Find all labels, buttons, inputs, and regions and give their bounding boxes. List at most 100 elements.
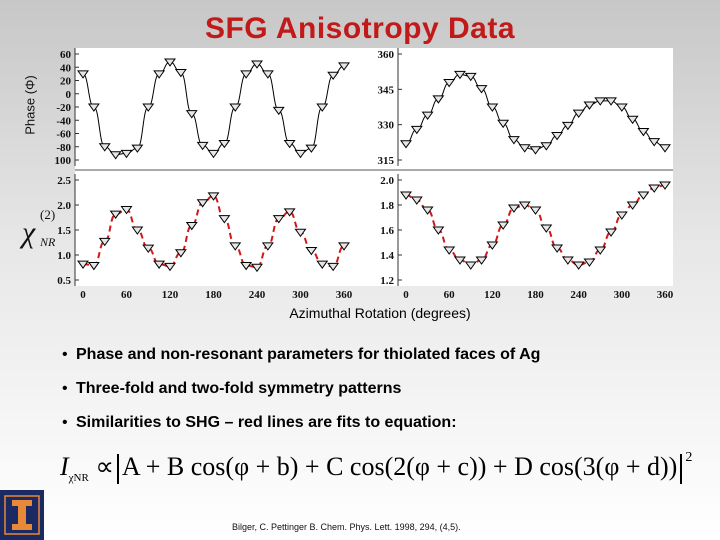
data-point-triangle [497, 119, 510, 129]
data-point-triangle [421, 206, 434, 215]
data-point-triangle [518, 144, 531, 153]
data-point-triangle [421, 111, 434, 121]
x-tick-label: 240 [249, 289, 266, 301]
data-point-triangle [240, 70, 253, 79]
data-point-triangle [283, 208, 296, 217]
data-point-triangle [131, 144, 144, 153]
x-tick-label: 360 [657, 289, 674, 301]
data-point-triangle [572, 109, 585, 118]
y-tick-label: 345 [378, 84, 395, 96]
data-point-triangle [486, 103, 499, 112]
data-point-triangle [218, 215, 231, 224]
data-point-triangle [648, 184, 661, 193]
bullet-dot-icon: • [62, 380, 68, 397]
bullet-item: • Similarities to SHG – red lines are fit… [62, 414, 540, 448]
data-point-triangle [261, 242, 274, 251]
data-point-triangle [518, 201, 531, 210]
equation-lhs: I [60, 452, 69, 481]
x-tick-label: 240 [570, 289, 587, 301]
data-point-triangle [529, 146, 542, 155]
data-point-triangle [443, 79, 456, 88]
data-point-triangle [400, 140, 412, 149]
data-point-triangle [400, 191, 412, 200]
x-axis-label: Azimuthal Rotation (degrees) [289, 305, 471, 321]
data-point-triangle [605, 228, 618, 237]
equation-lhs-subscript: χNR [68, 472, 89, 484]
data-point-triangle [98, 237, 111, 247]
data-point-triangle [120, 206, 133, 215]
data-point-triangle [507, 204, 520, 213]
university-logo-icon [0, 490, 44, 540]
y-tick-label: 330 [378, 120, 395, 132]
plot-background [75, 48, 673, 286]
anisotropy-plots: 6040200-20-40-60-801003603453303152.52.0… [55, 48, 674, 301]
data-point-triangle [185, 221, 198, 231]
data-point-triangle [605, 97, 618, 106]
y-tick-label: 2.0 [380, 175, 394, 187]
data-point-triangle [164, 58, 176, 67]
y-tick-label: 2.0 [57, 200, 71, 212]
data-point-triangle [316, 260, 329, 269]
bullet-item: • Phase and non-resonant parameters for t… [62, 346, 540, 380]
y-tick-label: 20 [60, 76, 72, 88]
bullet-text: Phase and non-resonant parameters for th… [76, 346, 541, 363]
data-point-triangle [142, 244, 155, 254]
equation-proportional: ∝ [95, 452, 114, 481]
data-point-triangle [185, 110, 198, 119]
equation-power: 2 [685, 450, 693, 465]
data-point-triangle [240, 261, 253, 271]
data-point-triangle [443, 246, 456, 255]
y-tick-label: -80 [56, 142, 71, 154]
x-tick-label: 360 [336, 289, 353, 301]
data-point-triangle [529, 206, 542, 215]
data-point-triangle [283, 139, 296, 149]
data-point-triangle [637, 191, 650, 200]
data-point-triangle [153, 260, 166, 269]
y-tick-label: 315 [378, 155, 395, 167]
data-point-triangle [207, 149, 220, 159]
chi-subscript: NR [40, 235, 56, 249]
y-tick-label: 1.4 [380, 250, 394, 262]
x-tick-label: 300 [614, 289, 631, 301]
data-point-triangle [338, 62, 350, 71]
data-point-triangle [637, 127, 650, 137]
equation-left-bar [116, 454, 119, 485]
data-point-triangle [174, 69, 187, 78]
data-point-triangle [87, 261, 100, 271]
y-tick-label: 2.5 [57, 175, 71, 187]
data-point-triangle [410, 125, 423, 135]
data-point-triangle [196, 199, 209, 208]
data-point-triangle [475, 85, 488, 94]
data-point-triangle [615, 211, 628, 220]
slide-title: SFG Anisotropy Data [204, 12, 516, 45]
y-tick-label: 40 [60, 62, 72, 74]
x-tick-label: 60 [121, 289, 133, 301]
data-point-triangle [305, 144, 318, 153]
data-point-triangle [561, 256, 574, 265]
chi-symbol: χ [22, 216, 36, 249]
data-point-triangle [261, 70, 274, 79]
data-point-triangle [109, 210, 122, 219]
data-point-triangle [594, 97, 607, 106]
data-point-triangle [659, 144, 671, 153]
y-tick-label: -60 [56, 129, 71, 141]
y-tick-label: 1.2 [380, 275, 394, 287]
data-point-triangle [77, 260, 89, 269]
x-tick-label: 120 [484, 289, 501, 301]
bullet-text: Similarities to SHG – red lines are fits… [76, 414, 457, 431]
data-point-triangle [475, 256, 488, 265]
citation: Bilger, C. Pettinger B. Chem. Phys. Lett… [232, 522, 461, 532]
bullet-dot-icon: • [62, 414, 68, 431]
bullet-item: • Three-fold and two-fold symmetry patter… [62, 380, 540, 414]
y-tick-label: 60 [60, 49, 72, 61]
data-point-triangle [561, 121, 574, 131]
data-point-triangle [507, 136, 520, 145]
x-tick-label: 300 [292, 289, 309, 301]
data-point-triangle [229, 242, 242, 251]
data-point-triangle [131, 226, 144, 235]
data-point-triangle [432, 95, 445, 104]
data-point-triangle [453, 256, 466, 265]
data-point-triangle [410, 196, 423, 205]
data-point-triangle [659, 181, 671, 190]
x-tick-label: 60 [444, 289, 456, 301]
